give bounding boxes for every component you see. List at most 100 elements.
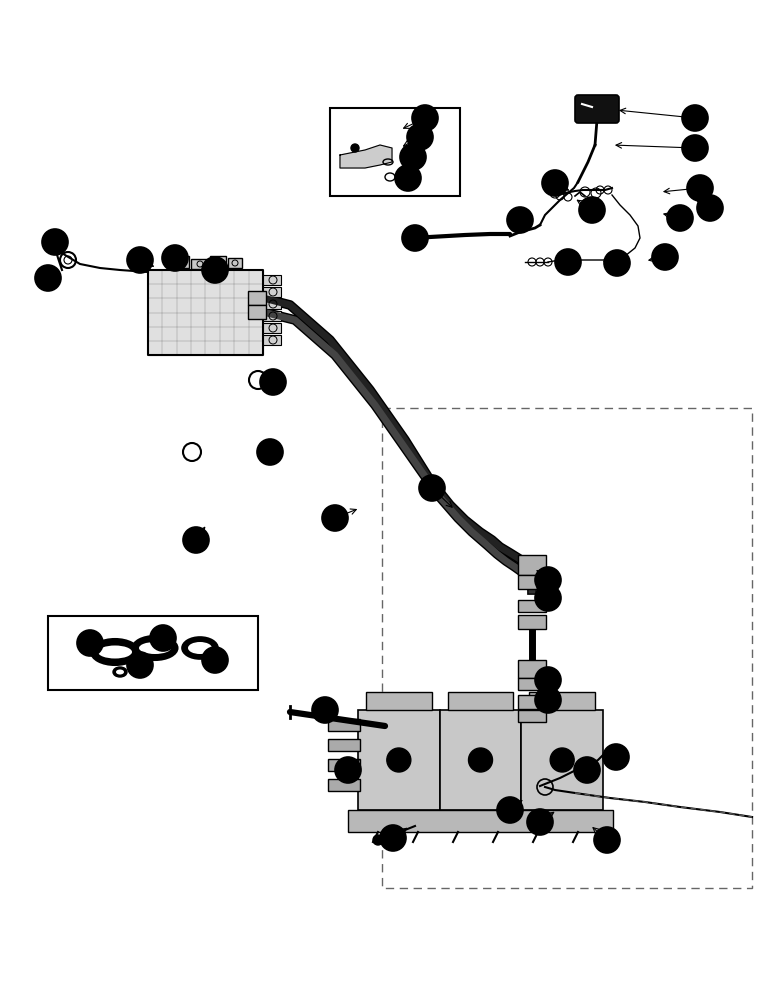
Bar xyxy=(328,759,360,771)
Text: 31: 31 xyxy=(262,446,278,458)
Bar xyxy=(330,108,460,196)
Text: 38: 38 xyxy=(207,654,223,666)
Text: 14: 14 xyxy=(384,832,401,844)
Bar xyxy=(358,710,440,810)
Text: 12: 12 xyxy=(599,834,615,846)
Text: 13: 13 xyxy=(502,804,518,816)
Circle shape xyxy=(507,207,533,233)
Circle shape xyxy=(667,205,693,231)
Bar xyxy=(440,710,521,810)
Bar xyxy=(328,779,360,791)
Bar xyxy=(248,291,266,305)
Text: 36: 36 xyxy=(40,271,56,284)
Ellipse shape xyxy=(98,646,132,658)
Bar xyxy=(263,323,281,333)
Bar xyxy=(382,408,752,888)
Circle shape xyxy=(535,667,561,693)
Bar xyxy=(228,258,242,268)
Text: 20: 20 xyxy=(412,130,428,143)
Text: 5: 5 xyxy=(411,232,419,244)
Ellipse shape xyxy=(113,667,127,677)
Circle shape xyxy=(574,757,600,783)
Circle shape xyxy=(395,165,421,191)
Circle shape xyxy=(542,170,568,196)
FancyBboxPatch shape xyxy=(575,95,619,123)
Bar xyxy=(518,710,546,722)
Bar xyxy=(263,287,281,297)
Bar xyxy=(518,678,546,690)
Circle shape xyxy=(35,265,61,291)
Bar xyxy=(530,692,595,710)
Text: 28: 28 xyxy=(540,591,556,604)
Text: 31: 31 xyxy=(188,534,204,546)
Text: 3: 3 xyxy=(588,204,596,217)
Text: 33: 33 xyxy=(207,263,223,276)
Text: 4: 4 xyxy=(516,214,524,227)
Text: 34: 34 xyxy=(265,375,281,388)
Circle shape xyxy=(150,625,176,651)
Circle shape xyxy=(535,585,561,611)
Ellipse shape xyxy=(133,636,178,660)
Circle shape xyxy=(682,105,708,131)
Circle shape xyxy=(380,825,406,851)
Bar xyxy=(48,616,258,690)
Bar xyxy=(448,692,513,710)
Circle shape xyxy=(407,124,433,150)
Ellipse shape xyxy=(91,639,139,665)
Text: 28: 28 xyxy=(540,694,556,706)
Polygon shape xyxy=(148,270,263,355)
Circle shape xyxy=(687,175,713,201)
Text: 3: 3 xyxy=(696,182,704,194)
Ellipse shape xyxy=(182,637,218,659)
Text: 21: 21 xyxy=(417,111,433,124)
Text: 7: 7 xyxy=(661,250,669,263)
Bar xyxy=(366,692,432,710)
Text: 23: 23 xyxy=(400,172,416,184)
Bar xyxy=(348,810,613,832)
Text: 40: 40 xyxy=(82,637,98,650)
Bar xyxy=(518,695,546,709)
Circle shape xyxy=(202,257,228,283)
Text: 17: 17 xyxy=(608,750,624,764)
Circle shape xyxy=(697,195,723,221)
Circle shape xyxy=(322,505,348,531)
Text: 11: 11 xyxy=(609,256,625,269)
Bar xyxy=(518,660,546,678)
Text: 27: 27 xyxy=(540,574,556,586)
Circle shape xyxy=(127,652,153,678)
Circle shape xyxy=(535,687,561,713)
Bar xyxy=(248,305,266,319)
Circle shape xyxy=(260,369,286,395)
Bar xyxy=(210,256,226,268)
Circle shape xyxy=(127,247,153,273)
Circle shape xyxy=(42,229,68,255)
Text: 11: 11 xyxy=(532,816,548,828)
Text: 25: 25 xyxy=(340,764,356,776)
Text: 9: 9 xyxy=(676,212,684,225)
Circle shape xyxy=(555,249,581,275)
Circle shape xyxy=(497,797,523,823)
Circle shape xyxy=(412,105,438,131)
Circle shape xyxy=(335,757,361,783)
Circle shape xyxy=(402,225,428,251)
Circle shape xyxy=(419,475,445,501)
Circle shape xyxy=(351,144,359,152)
Circle shape xyxy=(183,527,209,553)
Bar xyxy=(167,256,189,268)
Circle shape xyxy=(604,250,630,276)
Circle shape xyxy=(312,697,338,723)
Circle shape xyxy=(77,630,103,656)
Text: 16: 16 xyxy=(579,764,595,776)
Circle shape xyxy=(550,748,574,772)
Circle shape xyxy=(579,197,605,223)
Bar xyxy=(328,739,360,751)
Text: 39: 39 xyxy=(155,632,171,645)
Circle shape xyxy=(387,748,411,772)
Text: 6: 6 xyxy=(551,176,559,190)
Bar xyxy=(328,719,360,731)
Circle shape xyxy=(162,245,188,271)
Circle shape xyxy=(652,244,678,270)
Polygon shape xyxy=(340,145,392,168)
Bar xyxy=(263,299,281,309)
Ellipse shape xyxy=(188,642,212,654)
